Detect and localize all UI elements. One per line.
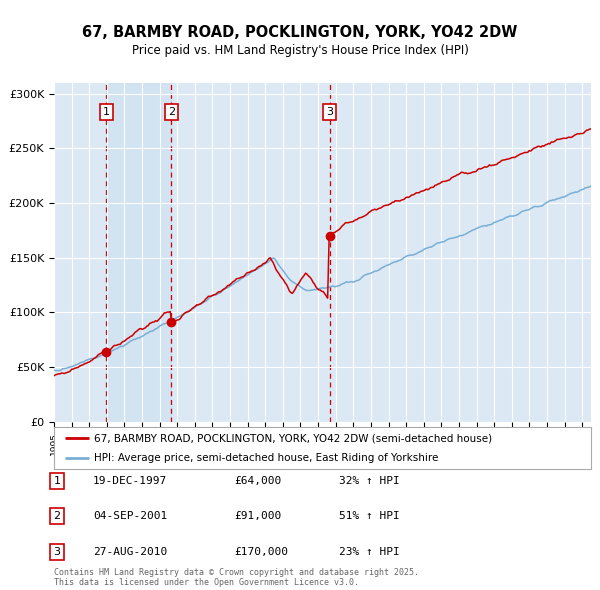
Text: 2: 2: [53, 512, 61, 521]
Text: £91,000: £91,000: [234, 512, 281, 521]
Text: £64,000: £64,000: [234, 476, 281, 486]
Bar: [172, 83, 329, 422]
Text: 04-SEP-2001: 04-SEP-2001: [93, 512, 167, 521]
Text: Price paid vs. HM Land Registry's House Price Index (HPI): Price paid vs. HM Land Registry's House …: [131, 44, 469, 57]
Text: 3: 3: [326, 107, 333, 117]
Text: 1: 1: [103, 107, 110, 117]
Text: 1: 1: [53, 476, 61, 486]
Text: £170,000: £170,000: [234, 547, 288, 556]
Bar: [106, 83, 172, 422]
Text: 3: 3: [53, 547, 61, 556]
Text: HPI: Average price, semi-detached house, East Riding of Yorkshire: HPI: Average price, semi-detached house,…: [94, 453, 439, 463]
Text: 67, BARMBY ROAD, POCKLINGTON, YORK, YO42 2DW (semi-detached house): 67, BARMBY ROAD, POCKLINGTON, YORK, YO42…: [94, 434, 493, 444]
Text: 51% ↑ HPI: 51% ↑ HPI: [339, 512, 400, 521]
Text: 23% ↑ HPI: 23% ↑ HPI: [339, 547, 400, 556]
Text: 27-AUG-2010: 27-AUG-2010: [93, 547, 167, 556]
Text: 19-DEC-1997: 19-DEC-1997: [93, 476, 167, 486]
Text: 67, BARMBY ROAD, POCKLINGTON, YORK, YO42 2DW: 67, BARMBY ROAD, POCKLINGTON, YORK, YO42…: [82, 25, 518, 40]
Text: 2: 2: [168, 107, 175, 117]
Bar: [54, 83, 106, 422]
Text: Contains HM Land Registry data © Crown copyright and database right 2025.
This d: Contains HM Land Registry data © Crown c…: [54, 568, 419, 587]
Text: 32% ↑ HPI: 32% ↑ HPI: [339, 476, 400, 486]
